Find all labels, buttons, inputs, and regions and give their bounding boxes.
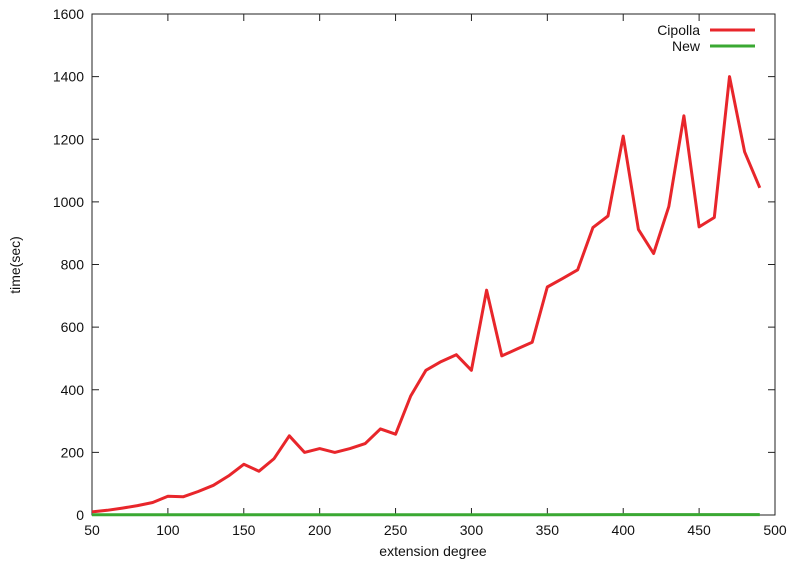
legend: Cipolla New [657, 22, 755, 54]
x-tick-label: 500 [763, 522, 787, 538]
x-tick-label: 300 [460, 522, 484, 538]
x-tick-label: 150 [232, 522, 256, 538]
y-tick-label: 1200 [53, 131, 84, 147]
axis-ticks: 50 100 150 200 250 300 350 400 450 500 0 200 400 600 8… [53, 6, 787, 538]
y-tick-label: 1000 [53, 194, 84, 210]
x-tick-label: 200 [308, 522, 332, 538]
x-tick-label: 100 [156, 522, 180, 538]
y-axis-label: time(sec) [7, 236, 23, 294]
series-lines [91, 75, 762, 517]
x-tick-label: 400 [612, 522, 636, 538]
y-tick-label: 1600 [53, 6, 84, 22]
series-line-cipolla [91, 75, 762, 514]
x-tick-label: 450 [687, 522, 711, 538]
x-tick-label: 350 [536, 522, 560, 538]
x-axis-label: extension degree [379, 543, 487, 559]
plot-frame [91, 13, 776, 516]
y-tick-label: 600 [61, 319, 85, 335]
x-tick-label: 250 [384, 522, 408, 538]
y-tick-label: 200 [61, 444, 85, 460]
legend-label-cipolla: Cipolla [657, 22, 700, 38]
y-tick-label: 800 [61, 257, 85, 273]
y-tick-label: 0 [76, 507, 84, 523]
legend-label-new: New [672, 38, 701, 54]
y-tick-label: 1400 [53, 69, 84, 85]
x-tick-label: 50 [84, 522, 100, 538]
y-tick-label: 400 [61, 382, 85, 398]
